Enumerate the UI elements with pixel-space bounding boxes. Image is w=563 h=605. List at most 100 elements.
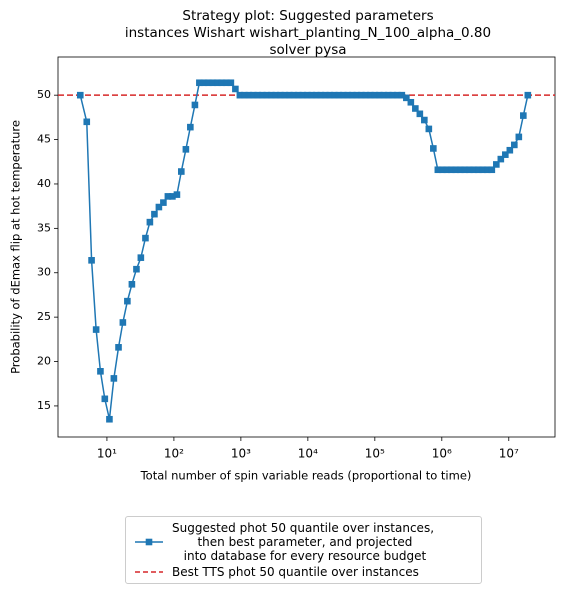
marker [268,91,275,99]
marker [493,161,500,168]
marker [362,91,370,99]
marker [106,415,113,423]
marker [110,375,118,382]
y-tick-label: 35 [37,221,51,234]
marker [506,146,514,154]
marker [133,265,140,273]
marker [488,166,496,174]
marker [421,116,428,124]
y-tick-label: 50 [37,88,51,101]
marker [164,193,172,200]
marker [250,91,257,99]
y-axis-label: Probability of dEmax flip at hot tempera… [9,120,23,374]
marker [425,125,433,133]
marker [218,79,226,87]
marker [196,79,203,87]
x-tick-label: 10⁷ [499,447,519,461]
marker [173,191,181,198]
marker [200,79,208,87]
marker [520,112,527,119]
x-tick-label: 10⁴ [298,447,318,461]
marker [128,280,136,288]
marker [502,151,509,158]
marker [124,297,131,305]
legend-label: Suggested phot 50 quantile over instance… [172,521,435,563]
legend-label: Best TTS phot 50 quantile over instances [172,565,419,579]
marker [403,94,410,102]
legend-entry: Suggested phot 50 quantile over instance… [126,520,481,564]
marker [412,105,419,112]
marker [97,367,104,375]
marker [146,218,154,226]
marker [187,123,194,131]
x-axis-label: Total number of spin variable reads (pro… [140,469,472,483]
marker [439,166,446,174]
marker [299,91,307,99]
marker [430,145,437,152]
x-tick-label: 10⁶ [432,447,452,461]
marker [160,199,167,206]
marker [367,91,374,99]
x-tick-label: 10² [164,447,184,461]
marker [232,85,239,93]
marker [394,91,401,99]
marker [407,98,415,106]
y-tick-label: 40 [37,177,51,190]
marker [358,91,365,99]
marker [398,91,406,99]
marker [416,110,424,118]
marker [182,146,190,153]
marker [448,166,455,174]
plot-area [57,56,556,438]
marker [376,91,383,99]
marker [380,91,388,99]
marker [236,91,244,99]
legend-symbol [135,538,163,546]
marker [223,79,230,87]
legend-entry: Best TTS phot 50 quantile over instances [126,564,481,580]
marker [304,91,311,99]
marker [272,91,280,99]
chart-title: Strategy plot: Suggested parameters inst… [124,8,492,58]
marker [308,91,316,99]
marker [281,91,289,99]
marker [295,91,302,99]
marker [317,91,325,99]
marker [254,91,262,99]
marker [434,166,442,174]
marker [205,79,212,87]
marker [443,166,451,174]
x-tick-label: 10³ [231,447,251,461]
marker [326,91,334,99]
x-tick-label: 10⁵ [365,447,385,461]
marker [119,319,127,326]
y-tick-label: 15 [37,399,51,412]
marker [385,91,392,99]
marker [101,395,109,403]
marker [461,166,469,174]
marker [209,79,217,87]
marker [524,91,532,99]
marker [475,166,482,174]
marker [191,101,199,109]
marker [241,91,248,99]
marker [322,91,329,99]
marker [511,141,518,149]
series-line [79,82,529,420]
marker [349,91,356,99]
marker [340,91,347,99]
y-tick-label: 30 [37,266,51,279]
marker [142,234,149,242]
marker [286,91,293,99]
y-tick-label: 25 [37,310,51,323]
marker [344,91,352,99]
marker [83,118,91,126]
marker [389,91,397,99]
marker [263,91,271,99]
marker [76,91,84,99]
marker [484,166,491,174]
marker [214,79,221,87]
marker [331,91,338,99]
marker [457,166,464,174]
